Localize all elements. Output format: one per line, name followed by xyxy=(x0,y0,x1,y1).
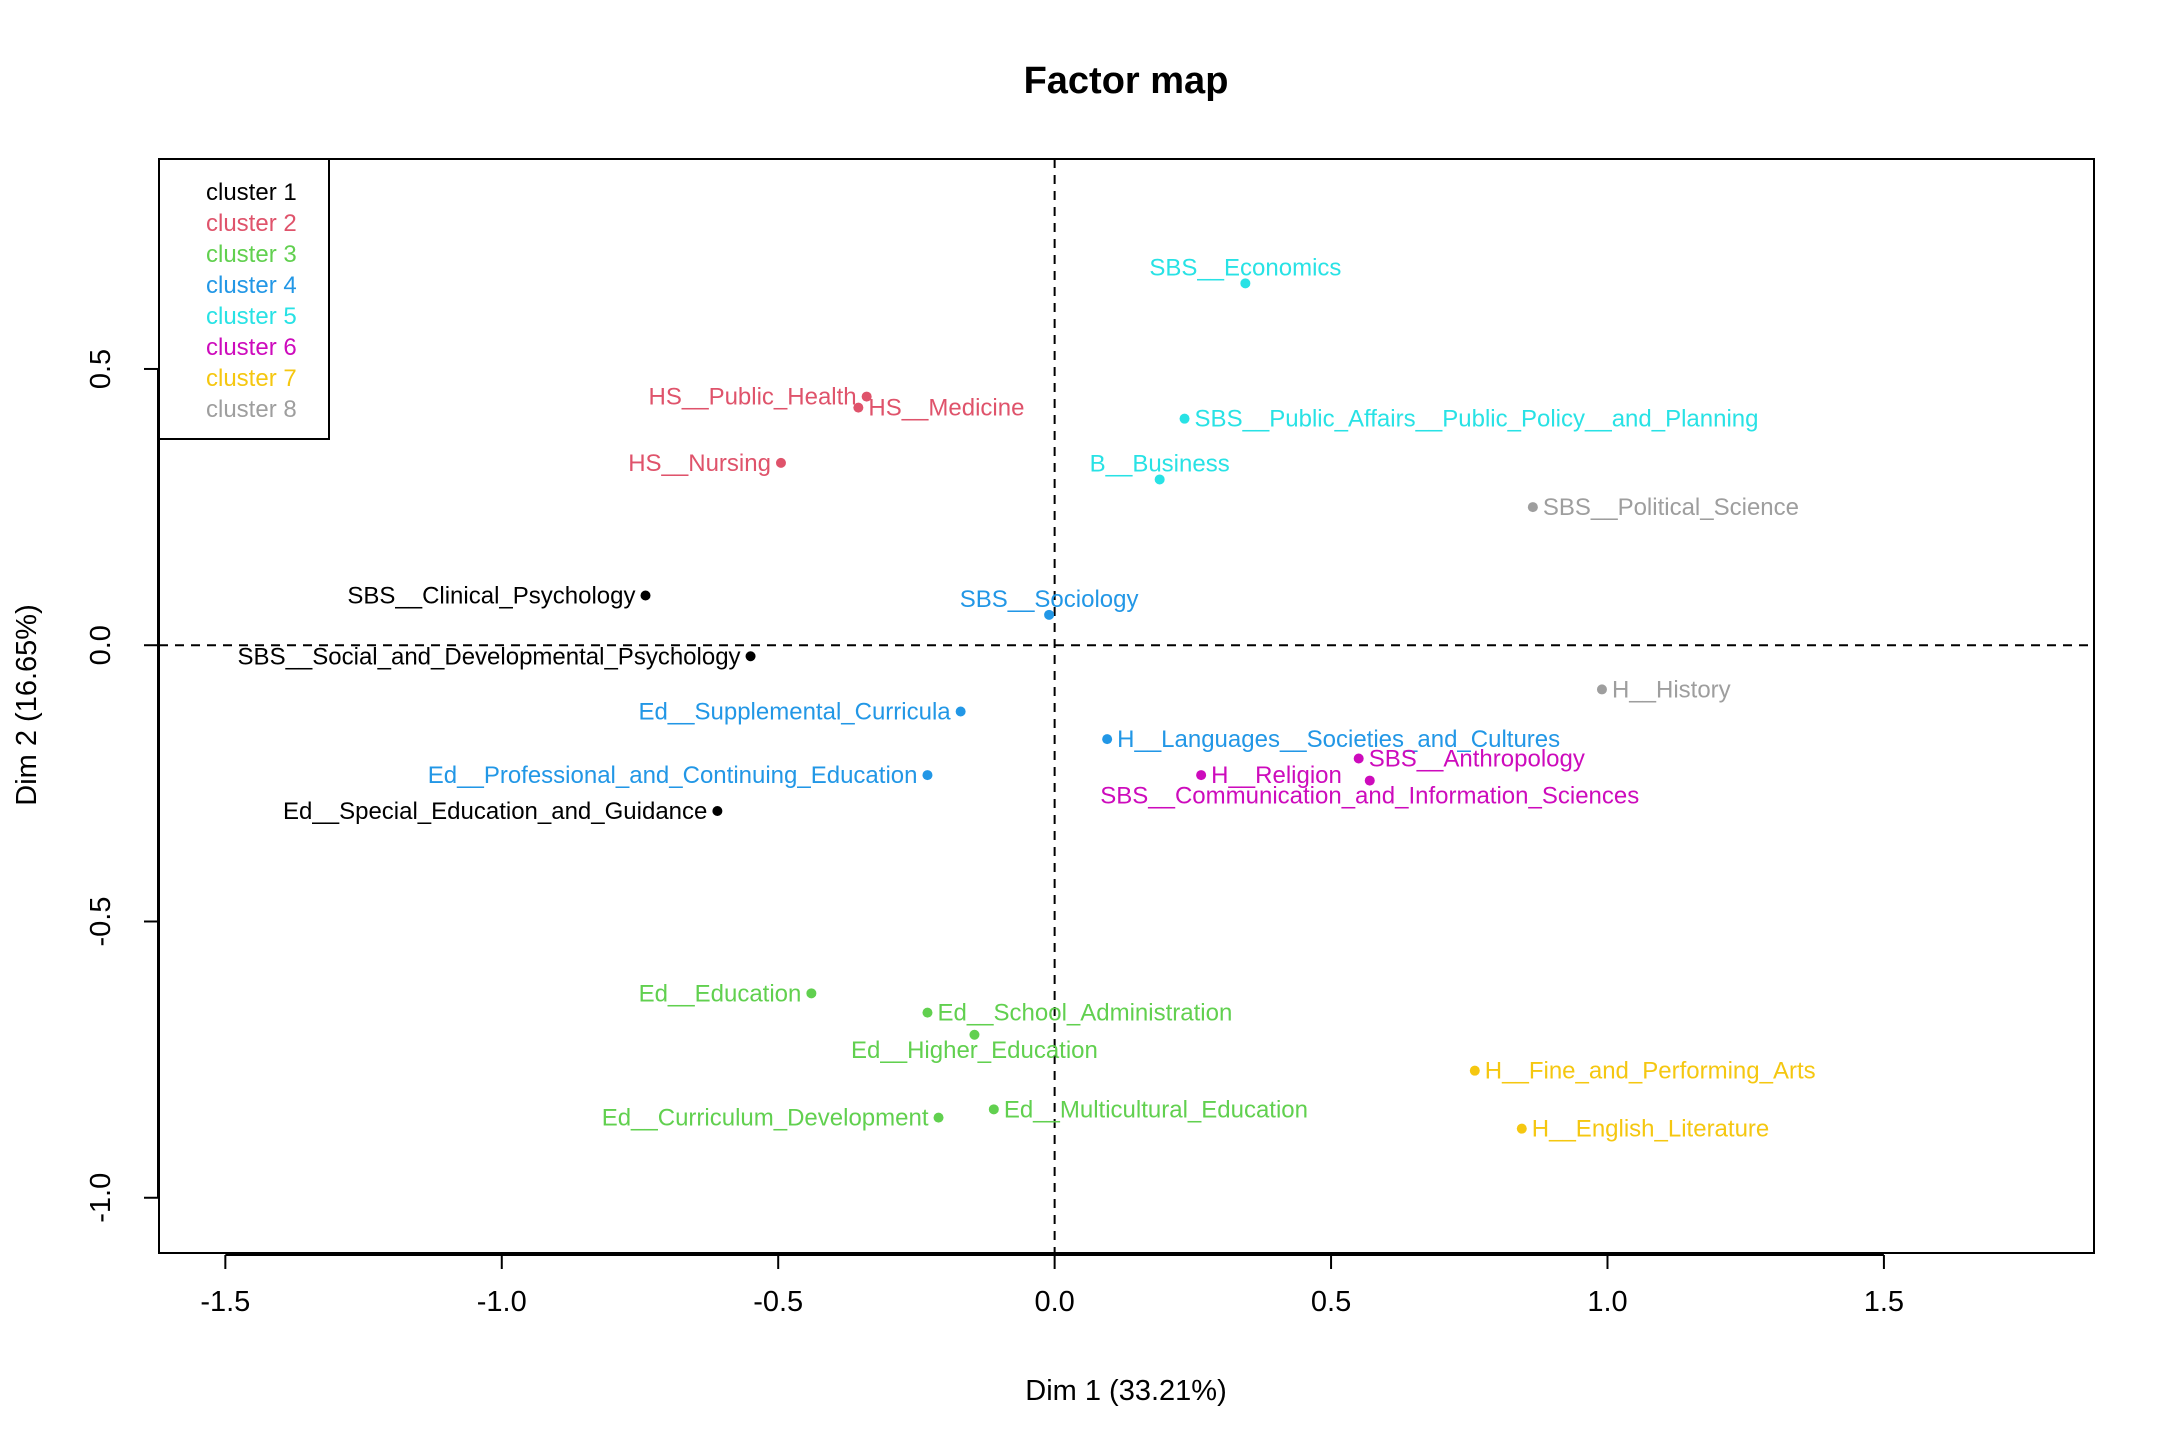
x-tick-label: -1.5 xyxy=(200,1286,250,1318)
data-point xyxy=(853,402,864,413)
data-point xyxy=(1154,474,1165,485)
data-point xyxy=(922,770,933,781)
data-point xyxy=(1196,770,1207,781)
point-label: H__Religion xyxy=(1211,762,1342,789)
x-tick-label: 1.5 xyxy=(1864,1286,1904,1318)
point-label: Ed__Education xyxy=(639,980,802,1007)
point-label: Ed__Special_Education_and_Guidance xyxy=(283,798,707,825)
data-point xyxy=(806,988,817,999)
data-points: SBS__Clinical_Psychology SBS__Social_and_… xyxy=(238,254,1816,1142)
x-axis-title: Dim 1 (33.21%) xyxy=(1025,1375,1226,1407)
data-point xyxy=(1527,502,1538,513)
legend-entry: cluster 5 xyxy=(206,303,297,330)
x-tick-label: -0.5 xyxy=(753,1286,803,1318)
legend-entry: cluster 1 xyxy=(206,179,297,206)
point-label: H__Fine_and_Performing_Arts xyxy=(1485,1058,1816,1085)
data-point xyxy=(1102,734,1113,745)
point-label: Ed__Multicultural_Education xyxy=(1004,1096,1308,1123)
point-label: SBS__Communication_and_Information_Scien… xyxy=(1100,783,1639,810)
data-point xyxy=(861,391,872,402)
y-axis-title: Dim 2 (16.65%) xyxy=(11,604,43,805)
legend-entry: cluster 3 xyxy=(206,241,297,268)
data-point xyxy=(712,805,723,816)
legend-entry: cluster 4 xyxy=(206,272,297,299)
data-point xyxy=(955,706,966,717)
point-label: SBS__Social_and_Developmental_Psychology xyxy=(238,643,741,670)
point-label: Ed__Supplemental_Curricula xyxy=(638,699,951,726)
data-point xyxy=(1469,1065,1480,1076)
x-tick-label: 0.0 xyxy=(1034,1286,1074,1318)
x-tick-label: 0.5 xyxy=(1311,1286,1351,1318)
x-tick-label: -1.0 xyxy=(477,1286,527,1318)
point-label: HS__Nursing xyxy=(628,450,771,477)
point-label: Ed__School_Administration xyxy=(937,1000,1232,1027)
data-point xyxy=(1596,684,1607,695)
data-point xyxy=(922,1007,933,1018)
legend-entry: cluster 2 xyxy=(206,210,297,237)
point-label: H__History xyxy=(1612,676,1731,703)
y-tick-label: 0.0 xyxy=(85,625,117,665)
plot-frame xyxy=(158,158,2095,1254)
legend-entry: cluster 7 xyxy=(206,365,297,392)
point-label: SBS__Political_Science xyxy=(1543,494,1799,521)
point-label: Ed__Professional_and_Continuing_Educatio… xyxy=(428,762,918,789)
point-label: SBS__Sociology xyxy=(960,586,1139,613)
data-point xyxy=(933,1112,944,1123)
data-point xyxy=(988,1104,999,1115)
chart-title: Factor map xyxy=(1024,60,1229,102)
data-point xyxy=(1364,775,1375,786)
data-point xyxy=(1044,609,1055,620)
legend: cluster 1 cluster 2 cluster 3 cluster 4 clus… xyxy=(158,158,330,440)
point-label: H__Languages__Societies_and_Cultures xyxy=(1117,726,1560,753)
y-tick-label: -1.0 xyxy=(85,1173,117,1223)
point-label: SBS__Economics xyxy=(1149,254,1341,281)
data-point xyxy=(640,590,651,601)
x-axis: -1.5 -1.0 -0.5 0.0 0.5 1.0 1.5 xyxy=(200,1254,1904,1318)
legend-entry: cluster 6 xyxy=(206,334,297,361)
point-label: Ed__Curriculum_Development xyxy=(602,1105,929,1132)
point-label: HS__Public_Health xyxy=(649,384,857,411)
data-point xyxy=(969,1029,980,1040)
x-tick-label: 1.0 xyxy=(1587,1286,1627,1318)
data-point xyxy=(775,457,786,468)
point-label: SBS__Public_Affairs__Public_Policy__and_… xyxy=(1195,406,1759,433)
data-point xyxy=(1353,753,1364,764)
data-point xyxy=(1179,413,1190,424)
point-label: SBS__Anthropology xyxy=(1369,745,1585,772)
point-label: Ed__Higher_Education xyxy=(851,1037,1098,1064)
data-point xyxy=(1516,1123,1527,1134)
y-tick-label: -0.5 xyxy=(85,896,117,946)
reference-lines xyxy=(159,159,2094,1253)
legend-entry: cluster 8 xyxy=(206,396,297,423)
data-point xyxy=(1240,278,1251,289)
point-label: H__English_Literature xyxy=(1532,1116,1769,1143)
point-label: SBS__Clinical_Psychology xyxy=(347,582,635,609)
point-label: HS__Medicine xyxy=(868,395,1024,422)
point-label: B__Business xyxy=(1090,450,1230,477)
data-point xyxy=(745,651,756,662)
y-tick-label: 0.5 xyxy=(85,349,117,389)
